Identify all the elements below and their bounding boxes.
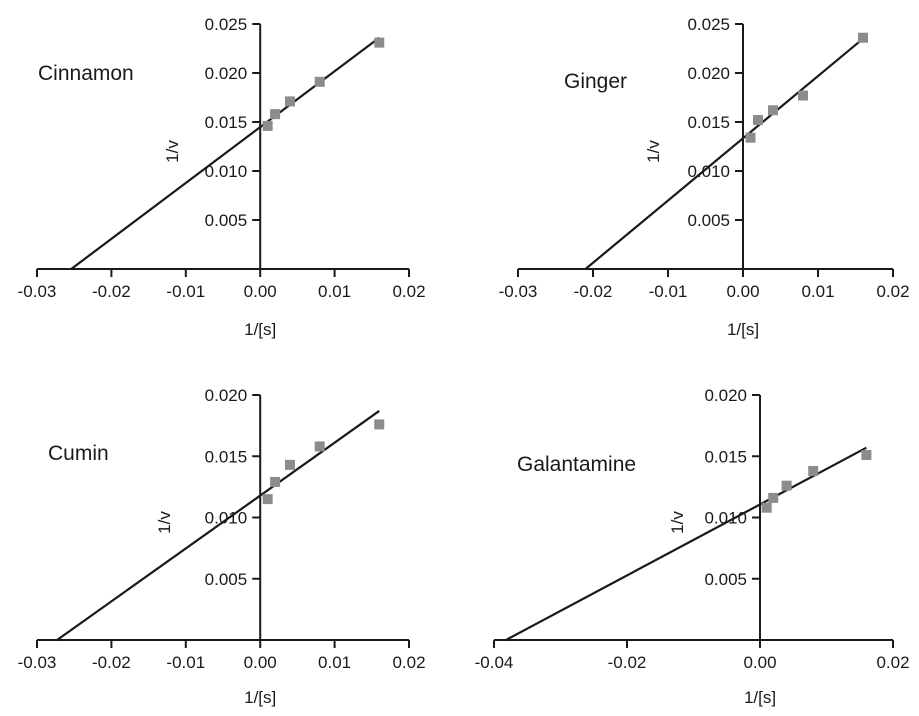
data-point bbox=[270, 109, 281, 120]
data-point bbox=[858, 32, 868, 43]
y-axis-title: 1/v bbox=[163, 140, 182, 163]
panel-title: Galantamine bbox=[517, 453, 636, 476]
fit-line bbox=[56, 410, 380, 641]
data-point bbox=[374, 419, 385, 430]
fit-line bbox=[584, 37, 864, 270]
x-tick-label: -0.02 bbox=[92, 282, 131, 301]
data-point bbox=[753, 115, 763, 126]
x-tick-label: -0.01 bbox=[166, 282, 205, 301]
panel-title: Cumin bbox=[48, 442, 109, 465]
x-axis-title: 1/[s] bbox=[244, 320, 276, 339]
data-point bbox=[284, 96, 295, 107]
data-point bbox=[374, 37, 385, 48]
chart-panel: -0.03 -0.02 -0.01 0.00 0.01 0.02 0.005 0.010 0.0… bbox=[18, 15, 426, 339]
fit-line bbox=[505, 446, 867, 641]
y-tick-label: 0.005 bbox=[205, 570, 248, 589]
x-tick-label: 0.00 bbox=[743, 653, 776, 672]
panel-title: Ginger bbox=[564, 70, 627, 93]
data-point bbox=[745, 132, 756, 143]
y-tick-label: 0.015 bbox=[205, 447, 248, 466]
data-point bbox=[284, 459, 295, 470]
y-tick-label: 0.015 bbox=[687, 113, 730, 132]
y-tick-label: 0.010 bbox=[205, 509, 248, 528]
x-tick-label: -0.02 bbox=[574, 282, 613, 301]
x-tick-label: 0.01 bbox=[318, 282, 351, 301]
x-tick-label: 0.02 bbox=[876, 653, 909, 672]
x-tick-label: 0.02 bbox=[392, 653, 425, 672]
chart-panel: -0.04 -0.02 0.00 0.02 0.005 0.010 0.015 0.020 Ga… bbox=[475, 386, 910, 707]
x-tick-label: 0.00 bbox=[244, 653, 277, 672]
x-tick-label: 0.00 bbox=[726, 282, 759, 301]
x-tick-label: -0.01 bbox=[166, 653, 205, 672]
x-tick-label: -0.01 bbox=[649, 282, 688, 301]
y-axis-title: 1/v bbox=[644, 140, 663, 163]
y-tick-label: 0.005 bbox=[205, 211, 248, 230]
x-axis-title: 1/[s] bbox=[744, 688, 776, 707]
x-tick-label: -0.04 bbox=[475, 653, 514, 672]
y-tick-label: 0.020 bbox=[704, 386, 747, 405]
data-point bbox=[861, 450, 872, 461]
chart-panel: -0.03 -0.02 -0.01 0.00 0.01 0.020.0050.0100.0… bbox=[499, 15, 910, 339]
y-axis-title: 1/v bbox=[155, 511, 174, 534]
y-tick-label: 0.015 bbox=[704, 447, 747, 466]
data-point bbox=[262, 494, 273, 505]
x-axis-title: 1/[s] bbox=[244, 688, 276, 707]
fit-line bbox=[70, 36, 380, 270]
y-tick-label: 0.005 bbox=[704, 570, 747, 589]
data-point bbox=[798, 90, 808, 101]
y-tick-label: 0.010 bbox=[704, 509, 747, 528]
x-tick-label: -0.02 bbox=[608, 653, 647, 672]
data-point bbox=[314, 76, 325, 87]
data-point bbox=[768, 492, 779, 503]
x-tick-label: -0.02 bbox=[92, 653, 131, 672]
x-tick-label: 0.02 bbox=[392, 282, 425, 301]
panel-title: Cinnamon bbox=[38, 62, 134, 85]
x-tick-label: -0.03 bbox=[499, 282, 538, 301]
y-tick-label: 0.010 bbox=[205, 162, 248, 181]
x-tick-label: 0.00 bbox=[244, 282, 277, 301]
y-tick-label: 0.020 bbox=[205, 64, 248, 83]
y-tick-label: 0.025 bbox=[205, 15, 248, 34]
x-tick-label: 0.01 bbox=[318, 653, 351, 672]
data-point bbox=[761, 502, 772, 513]
data-point bbox=[262, 120, 273, 131]
y-tick-label: 0.020 bbox=[205, 386, 248, 405]
x-tick-label: -0.03 bbox=[18, 653, 57, 672]
y-tick-label: 0.025 bbox=[687, 15, 730, 34]
chart-panel: -0.03 -0.02 -0.01 0.00 0.01 0.02 0.005 0.010 0.0… bbox=[18, 386, 426, 707]
x-axis-title: 1/[s] bbox=[727, 320, 759, 339]
y-tick-label: 0.015 bbox=[205, 113, 248, 132]
y-axis-title: 1/v bbox=[668, 511, 687, 534]
y-tick-label: 0.020 bbox=[687, 64, 730, 83]
y-tick-label: 0.005 bbox=[687, 211, 730, 230]
data-point bbox=[270, 476, 281, 487]
data-point bbox=[808, 465, 819, 476]
data-point bbox=[781, 480, 792, 491]
x-tick-label: 0.01 bbox=[801, 282, 834, 301]
data-point bbox=[314, 441, 325, 452]
x-tick-label: -0.03 bbox=[18, 282, 57, 301]
data-point bbox=[768, 105, 778, 116]
x-tick-label: 0.02 bbox=[876, 282, 909, 301]
